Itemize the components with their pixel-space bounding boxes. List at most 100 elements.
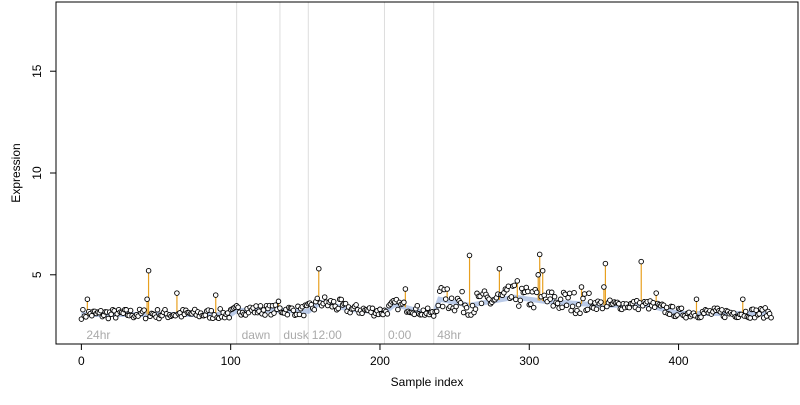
- data-point: [578, 284, 585, 290]
- data-point: [550, 303, 556, 309]
- data-point: [457, 300, 464, 306]
- data-point: [105, 315, 112, 322]
- data-point: [402, 286, 409, 292]
- data-point: [469, 302, 476, 309]
- data-point: [478, 300, 485, 307]
- data-point: [536, 251, 543, 258]
- data-point: [566, 290, 573, 297]
- data-point: [321, 294, 328, 300]
- data-point: [439, 303, 446, 310]
- data-point: [442, 296, 449, 302]
- data-point: [353, 302, 359, 308]
- data-point: [84, 296, 91, 302]
- data-point: [517, 297, 524, 304]
- data-point: [460, 309, 467, 316]
- data-point: [154, 307, 161, 313]
- data-point: [384, 311, 391, 317]
- data-point: [768, 314, 774, 321]
- data-point: [314, 295, 321, 302]
- data-point: [698, 314, 704, 320]
- region-label: dawn: [242, 328, 271, 342]
- data-point: [453, 303, 459, 310]
- data-point: [539, 267, 546, 274]
- data-point: [98, 307, 104, 314]
- data-point: [217, 306, 223, 312]
- data-point: [224, 310, 231, 316]
- data-point: [516, 303, 522, 309]
- data-point: [756, 311, 762, 317]
- data-point: [551, 293, 558, 300]
- data-point: [651, 304, 658, 310]
- data-point: [533, 289, 540, 296]
- data-point: [424, 305, 431, 311]
- region-labels: 24hr dawn dusk 12:00 0:00 48hr: [86, 328, 461, 342]
- data-point: [260, 307, 267, 313]
- data-point: [575, 302, 582, 308]
- data-point: [683, 314, 689, 321]
- y-tick-label: 15: [30, 64, 44, 78]
- data-point: [262, 312, 268, 318]
- data-point: [554, 300, 561, 307]
- data-point: [511, 282, 518, 289]
- data-point: [463, 304, 470, 311]
- data-point: [496, 265, 503, 272]
- data-point: [466, 252, 473, 259]
- y-tick-label: 10: [30, 166, 44, 180]
- y-axis-title: Expression: [9, 143, 23, 202]
- x-tick-label: 0: [78, 354, 85, 368]
- data-point: [601, 284, 607, 290]
- data-point: [559, 304, 565, 311]
- data-point: [142, 315, 149, 322]
- data-point: [569, 303, 576, 310]
- data-point: [235, 304, 241, 310]
- data-point: [599, 305, 606, 312]
- x-tick-label: 400: [669, 354, 689, 368]
- x-tick-label: 200: [370, 354, 390, 368]
- data-point: [525, 288, 531, 295]
- data-point: [535, 272, 541, 278]
- data-points: [78, 251, 774, 322]
- data-point: [563, 302, 570, 309]
- data-point: [83, 314, 89, 320]
- data-point: [669, 303, 676, 310]
- data-point: [602, 260, 609, 267]
- data-point: [593, 306, 600, 312]
- data-point: [645, 306, 652, 312]
- data-point: [208, 307, 215, 314]
- data-point: [587, 299, 594, 305]
- data-point: [571, 289, 577, 296]
- data-point: [411, 311, 418, 318]
- data-point: [123, 307, 129, 313]
- region-label: 12:00: [312, 328, 342, 342]
- data-point: [253, 303, 259, 309]
- data-point: [284, 311, 291, 318]
- data-point: [311, 306, 318, 313]
- data-point: [674, 312, 680, 318]
- data-point: [226, 314, 232, 321]
- data-point: [290, 307, 297, 314]
- data-point: [444, 286, 450, 292]
- data-point: [528, 301, 534, 307]
- data-point: [212, 292, 219, 298]
- region-label: 24hr: [86, 328, 110, 342]
- data-point: [395, 306, 401, 313]
- data-point: [141, 307, 147, 313]
- data-point: [505, 283, 512, 289]
- data-point: [580, 295, 586, 302]
- data-point: [174, 290, 180, 296]
- data-point: [377, 306, 383, 313]
- data-point: [584, 306, 591, 313]
- data-point: [275, 298, 282, 305]
- data-point: [762, 305, 768, 311]
- x-tick-label: 100: [221, 354, 241, 368]
- x-axis-title: Sample index: [391, 375, 464, 389]
- data-point: [635, 306, 642, 313]
- data-point: [316, 265, 322, 272]
- data-point: [145, 267, 152, 274]
- region-label: 0:00: [388, 328, 412, 342]
- y-tick-label: 5: [30, 271, 44, 278]
- data-point: [598, 299, 604, 305]
- y-axis: 5 10 15: [30, 64, 57, 278]
